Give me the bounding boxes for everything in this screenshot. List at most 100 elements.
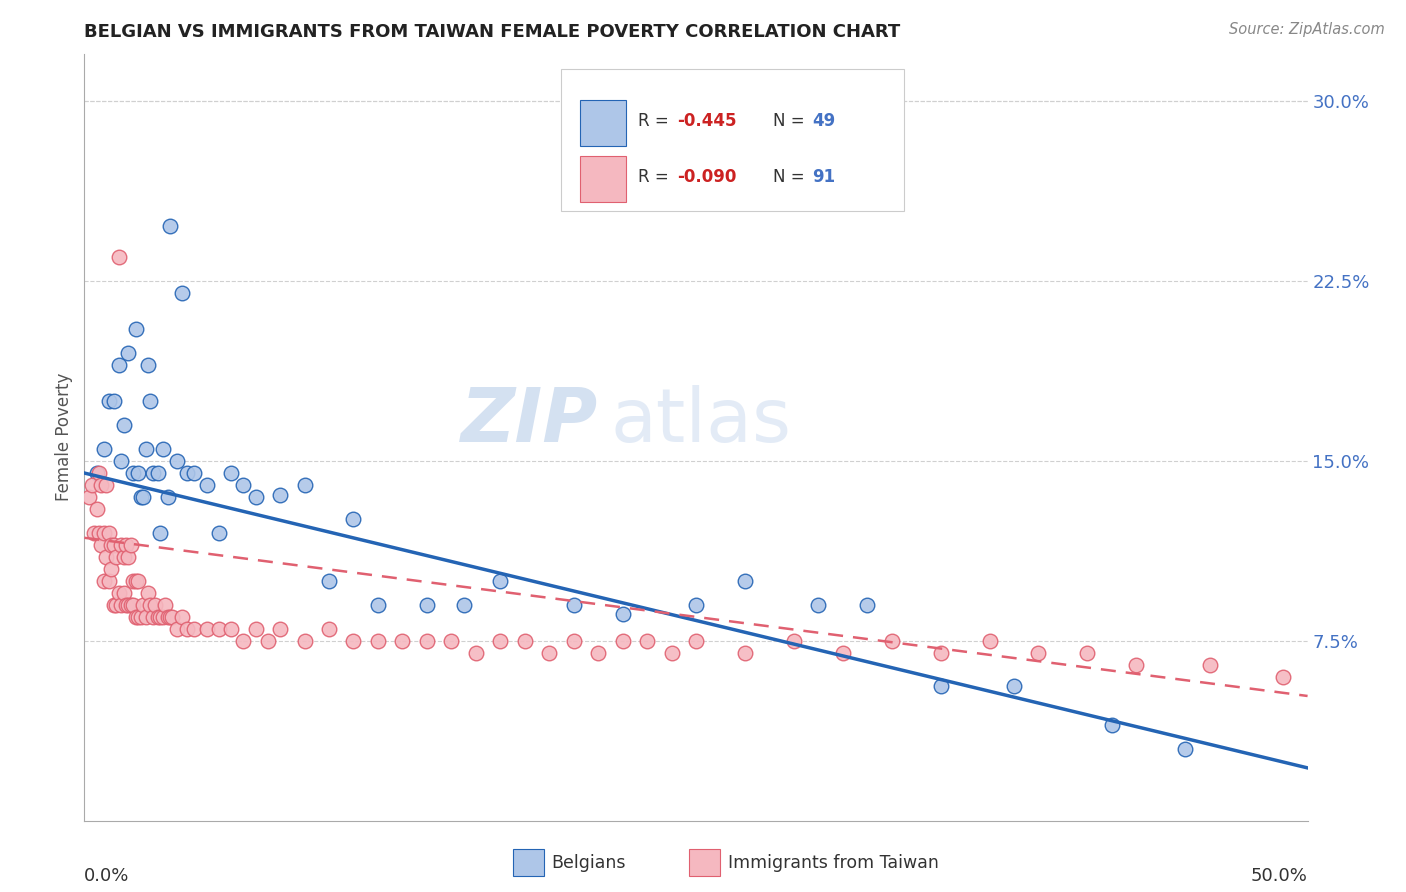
Point <box>107 358 129 372</box>
Point <box>1028 646 1050 660</box>
Point <box>112 549 135 564</box>
Point <box>1125 657 1147 672</box>
Point <box>367 633 389 648</box>
Point <box>117 598 139 612</box>
Point <box>146 610 169 624</box>
Point <box>464 646 486 660</box>
Point <box>122 466 145 480</box>
Point <box>489 574 512 588</box>
Point <box>136 358 159 372</box>
Point <box>112 586 135 600</box>
Point <box>783 633 806 648</box>
Point <box>416 633 439 648</box>
Point <box>110 598 132 612</box>
Point <box>149 610 172 624</box>
Point <box>127 610 149 624</box>
Point <box>685 598 707 612</box>
Point <box>734 574 756 588</box>
Point <box>831 646 853 660</box>
Point <box>125 574 148 588</box>
Point <box>125 322 148 336</box>
Point <box>97 574 120 588</box>
Point <box>219 622 242 636</box>
Point <box>269 488 291 502</box>
Point <box>176 622 198 636</box>
Point <box>342 633 364 648</box>
Point <box>97 526 120 541</box>
Point <box>143 598 166 612</box>
Text: 0.0%: 0.0% <box>84 867 129 885</box>
Point <box>110 538 132 552</box>
Point <box>513 633 536 648</box>
Point <box>142 466 165 480</box>
Point <box>734 646 756 660</box>
Point <box>96 549 118 564</box>
Text: N =: N = <box>773 168 810 186</box>
Point <box>162 610 184 624</box>
Point <box>120 538 142 552</box>
Text: Belgians: Belgians <box>551 854 626 871</box>
Point <box>208 526 231 541</box>
Point <box>1002 680 1025 694</box>
Point <box>100 562 122 576</box>
Text: 49: 49 <box>813 112 835 130</box>
Point <box>294 478 316 492</box>
Text: ZIP: ZIP <box>461 385 598 458</box>
Point <box>103 394 125 409</box>
Point <box>318 574 340 588</box>
Text: R =: R = <box>638 168 675 186</box>
Point <box>232 478 254 492</box>
Y-axis label: Female Poverty: Female Poverty <box>55 373 73 501</box>
Point <box>93 442 115 456</box>
Point <box>294 633 316 648</box>
Point <box>152 610 174 624</box>
Point <box>117 346 139 360</box>
Point <box>129 610 152 624</box>
Point <box>135 442 157 456</box>
Point <box>562 633 585 648</box>
Text: BELGIAN VS IMMIGRANTS FROM TAIWAN FEMALE POVERTY CORRELATION CHART: BELGIAN VS IMMIGRANTS FROM TAIWAN FEMALE… <box>84 23 901 41</box>
Point <box>172 286 194 301</box>
Point <box>440 633 463 648</box>
Point <box>538 646 561 660</box>
Point <box>245 490 267 504</box>
Point <box>208 622 231 636</box>
Point <box>127 574 149 588</box>
FancyBboxPatch shape <box>561 69 904 211</box>
Point <box>156 610 179 624</box>
Point <box>586 646 609 660</box>
Point <box>105 598 128 612</box>
Point <box>172 610 194 624</box>
Point <box>636 633 658 648</box>
Point <box>562 598 585 612</box>
Point <box>856 598 879 612</box>
Point <box>103 538 125 552</box>
Point <box>166 454 188 468</box>
Point <box>96 478 118 492</box>
Text: Source: ZipAtlas.com: Source: ZipAtlas.com <box>1229 22 1385 37</box>
Point <box>153 598 176 612</box>
Point <box>139 394 162 409</box>
Point <box>1272 670 1295 684</box>
Point <box>152 442 174 456</box>
Point <box>86 466 108 480</box>
Point <box>166 622 188 636</box>
Point <box>115 538 138 552</box>
Point <box>142 610 165 624</box>
Point <box>612 633 634 648</box>
Point <box>135 610 157 624</box>
Point <box>269 622 291 636</box>
Point <box>929 680 952 694</box>
Text: N =: N = <box>773 112 810 130</box>
Point <box>93 574 115 588</box>
Point <box>110 454 132 468</box>
Point <box>117 549 139 564</box>
Point <box>183 466 205 480</box>
Point <box>195 622 218 636</box>
Point <box>367 598 389 612</box>
Point <box>342 511 364 525</box>
Point <box>807 598 830 612</box>
Point <box>125 610 148 624</box>
Point <box>245 622 267 636</box>
Text: -0.445: -0.445 <box>678 112 737 130</box>
